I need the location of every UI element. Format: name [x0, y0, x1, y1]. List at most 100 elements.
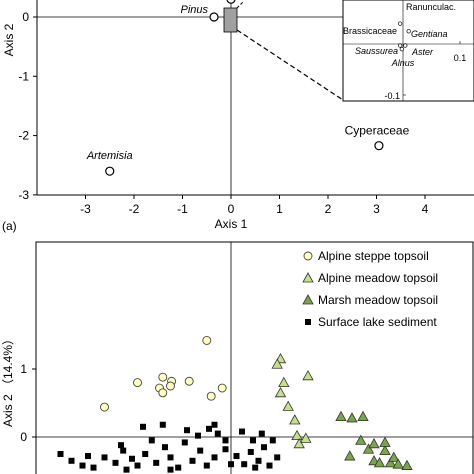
- legend-label: Marsh meadow topsoil: [318, 293, 438, 307]
- marsh-meadow-point: [379, 436, 391, 447]
- lake-sediment-point: [233, 453, 240, 460]
- panel-a-x-tick-label: 1: [276, 202, 283, 216]
- panel-a-x-tick-label: 3: [373, 202, 380, 216]
- alpine-steppe-point: [217, 383, 227, 393]
- lake-sediment-point: [206, 425, 212, 432]
- inset-point-label: Gentiana: [411, 29, 448, 39]
- panel-b-ordination-plot: 10 Axis 2 （14.4%） Alpine steppe topsoilA…: [1, 241, 474, 474]
- inset-source-box: [223, 7, 238, 33]
- panel-a-x-tick-label: -3: [80, 202, 91, 216]
- lake-sediment-point: [181, 439, 188, 446]
- panel-a-point: [209, 12, 219, 22]
- lake-sediment-point: [162, 444, 168, 451]
- panel-a-x-tick-label: -1: [177, 202, 188, 216]
- lake-sediment-point: [241, 461, 248, 468]
- inset-point: [398, 21, 403, 26]
- alpine-meadow-point: [302, 369, 314, 381]
- lake-sediment-point: [167, 454, 174, 461]
- lake-sediment-point: [214, 430, 221, 437]
- panel-b-y-axis-label: Axis 2 （14.4%）: [1, 333, 15, 427]
- lake-sediment-point: [175, 464, 182, 471]
- marsh-meadow-point: [392, 458, 404, 469]
- panel-a-ticks: -3 -2 -1 0 1 2 3 4 0 -1 -2 -3: [18, 10, 428, 216]
- legend-label: Alpine meadow topsoil: [318, 271, 438, 285]
- lake-sediment-point: [228, 461, 234, 468]
- alpine-meadow-point: [278, 376, 290, 388]
- alpine-meadow-point: [293, 437, 305, 449]
- marsh-meadow-point: [388, 451, 400, 462]
- inset-connector-line-top: [236, 1, 244, 9]
- alpine-meadow-point: [291, 429, 303, 441]
- lake-sediment-point: [203, 462, 210, 469]
- panel-b-points: [16, 335, 413, 473]
- panel-b-y-tick-label: 0: [20, 430, 27, 444]
- lake-sediment-point: [68, 457, 75, 464]
- lake-sediment-point: [261, 444, 267, 451]
- lake-sediment-point: [184, 427, 190, 434]
- panel-b-y-tick-label: 1: [20, 362, 27, 376]
- alpine-steppe-point: [16, 447, 24, 455]
- lake-sediment-point: [167, 466, 174, 473]
- lake-sediment-point: [195, 432, 201, 439]
- inset-tick-x-label: 0.1: [454, 53, 467, 63]
- lake-sediment-point: [252, 464, 259, 471]
- legend-marker-alpine-steppe: [303, 251, 313, 261]
- panel-a-point-label: Artemisia: [86, 150, 133, 162]
- lake-sediment-point: [101, 454, 108, 461]
- lake-sediment-point: [129, 455, 135, 462]
- lake-sediment-point: [189, 457, 196, 464]
- panel-b-legend: Alpine steppe topsoil Alpine meadow topso…: [302, 249, 438, 329]
- alpine-steppe-point: [100, 402, 109, 412]
- marsh-meadow-point: [379, 444, 391, 456]
- marsh-meadow-point: [401, 459, 413, 470]
- lake-sediment-point: [142, 451, 149, 457]
- marsh-meadow-point: [368, 437, 380, 449]
- lake-sediment-point: [153, 459, 160, 466]
- legend-label: Alpine steppe topsoil: [318, 249, 429, 263]
- inset-connector-line: [236, 29, 344, 101]
- panel-a-point: [105, 166, 115, 176]
- alpine-meadow-point: [300, 432, 312, 443]
- alpine-meadow-point: [289, 414, 301, 425]
- lake-sediment-point: [90, 464, 97, 471]
- lake-sediment-point: [269, 437, 276, 444]
- lake-sediment-point: [123, 466, 130, 473]
- inset-point: [398, 43, 403, 48]
- marsh-meadow-point: [344, 450, 356, 461]
- marsh-meadow-point: [373, 457, 386, 468]
- lake-sediment-point: [255, 457, 262, 464]
- alpine-meadow-point: [274, 386, 287, 398]
- lake-sediment-point: [239, 428, 245, 435]
- lake-sediment-point: [258, 430, 265, 437]
- alpine-meadow-point: [282, 400, 294, 411]
- marsh-meadow-point: [357, 410, 369, 422]
- inset-point: [399, 46, 405, 52]
- inset-point: [403, 43, 408, 48]
- lake-sediment-point: [197, 447, 204, 454]
- legend-marker-lake-sediment: [305, 319, 311, 325]
- panel-a-points: Pinus Artemisia Cyperaceae: [86, 0, 410, 176]
- alpine-steppe-point: [202, 335, 212, 345]
- lake-sediment-point: [140, 423, 146, 430]
- panel-a-y-axis-label: Axis 2: [2, 23, 16, 56]
- inset-zoom-panel: 0.1 -0.1 Brassicaceae Ranunculac. Gentiana…: [342, 0, 474, 102]
- inset-point-label: Brassicaceae: [343, 26, 397, 36]
- inset-point-label: Alnus: [391, 58, 415, 68]
- lake-sediment-point: [112, 459, 119, 466]
- panel-a-ordination-plot: -3 -2 -1 0 1 2 3 4 0 -1 -2 -3 Axis 1 Axis 2 (a) Pin…: [2, 0, 474, 233]
- alpine-steppe-point: [158, 388, 168, 398]
- lake-sediment-point: [79, 462, 86, 469]
- marsh-meadow-point: [362, 443, 375, 454]
- alpine-steppe-point: [184, 376, 194, 386]
- lake-sediment-point: [85, 453, 91, 460]
- panel-a-point: [374, 141, 384, 151]
- lake-sediment-point: [57, 451, 64, 457]
- panel-a-x-tick-label: 4: [422, 202, 429, 216]
- marsh-meadow-point: [335, 410, 347, 422]
- lake-sediment-point: [118, 442, 124, 449]
- marsh-meadow-point: [355, 434, 367, 445]
- lake-sediment-point: [148, 437, 155, 444]
- panel-a-point-label: Pinus: [180, 4, 208, 16]
- inset-point: [406, 29, 411, 34]
